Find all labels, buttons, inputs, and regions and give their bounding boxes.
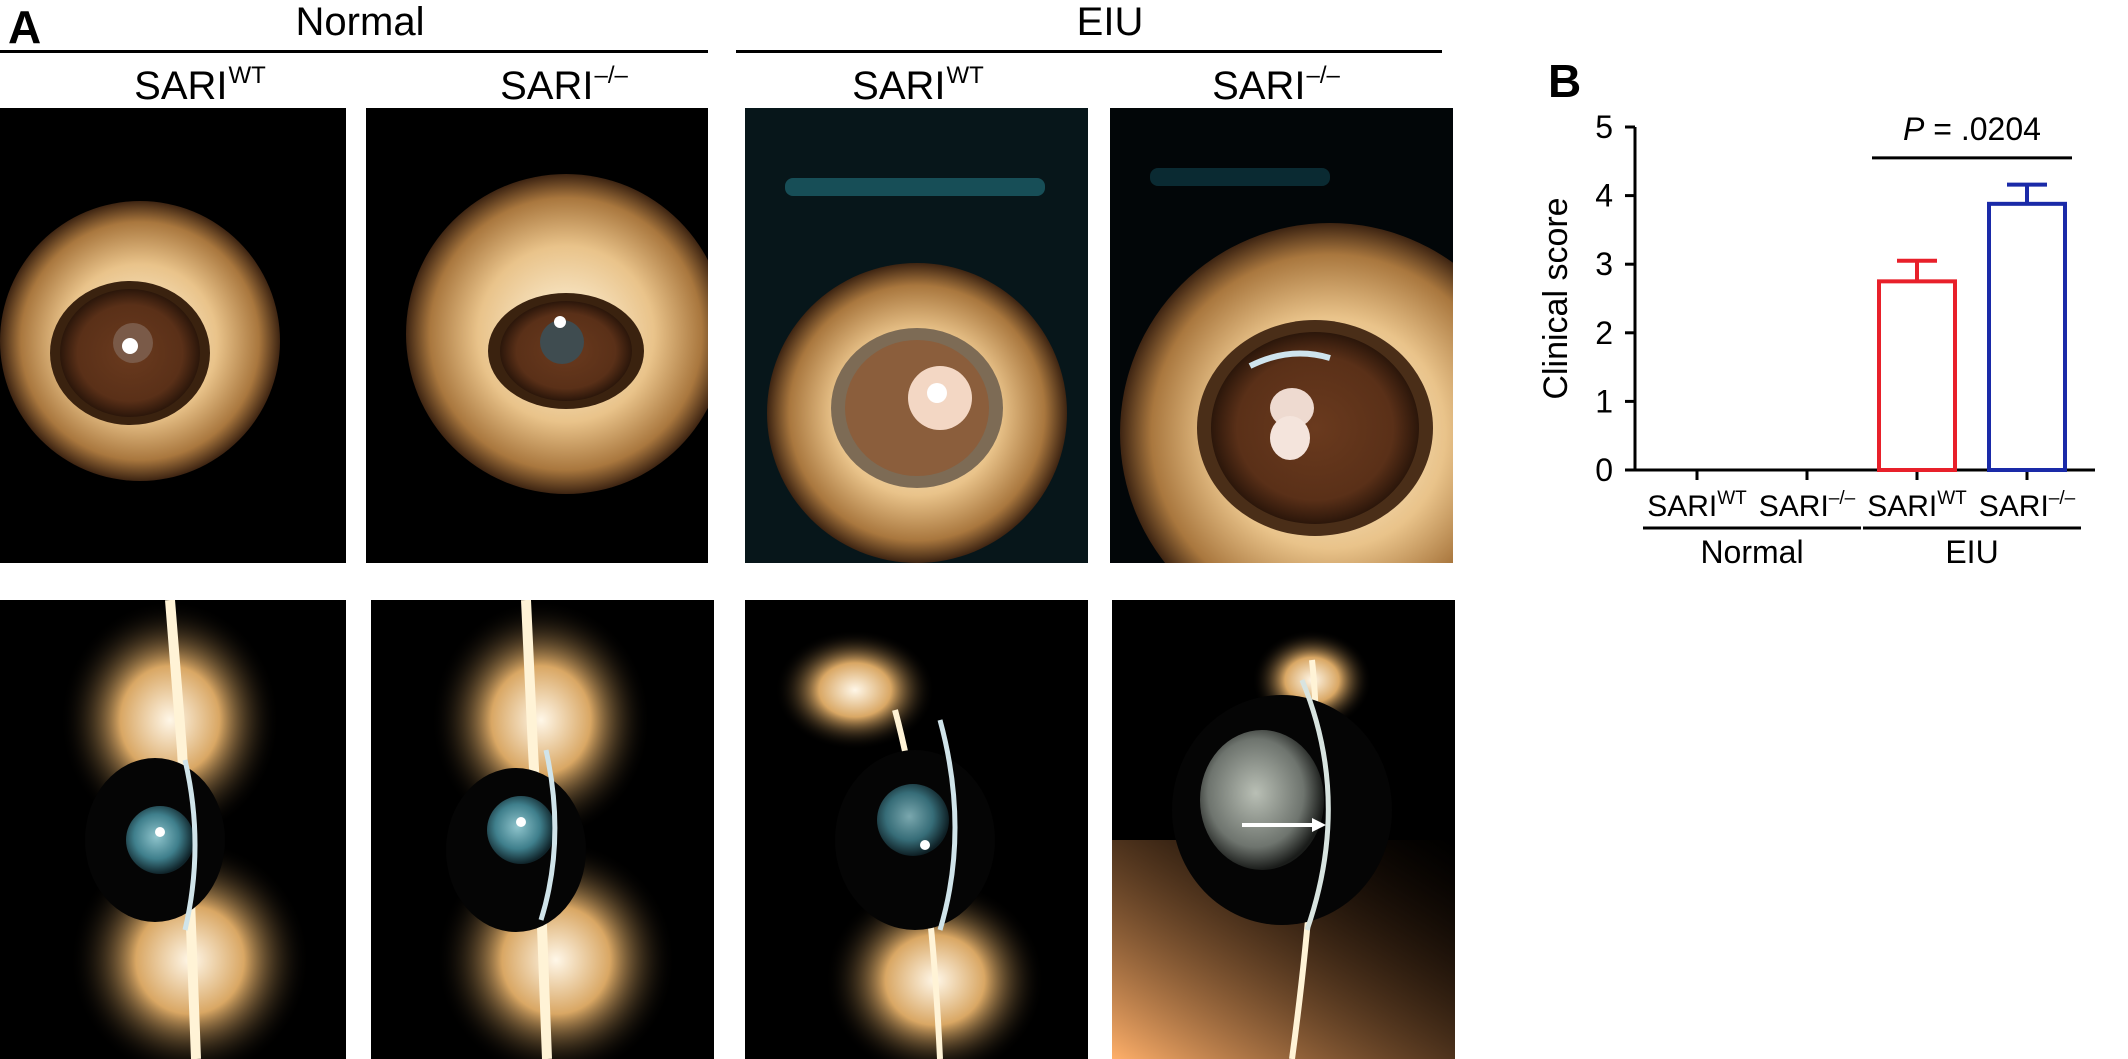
bar-2 [1877,279,1957,472]
column-title-1-sup: WT [228,62,266,89]
clinical-score-chart: 0 1 2 3 4 5 Clinical score SARIWT SARI–/– SARIWT S… [1530,52,2120,592]
arrow-head-icon [1312,818,1326,832]
group-rule-normal [0,50,708,53]
chart-svg: 0 1 2 3 4 5 Clinical score SARIWT SARI–/– SARIWT S… [1537,109,2095,570]
group-rule-eiu [736,50,1442,53]
column-title-4-sup: –/– [1306,62,1340,89]
significance-label: P = .0204 [1903,111,2041,147]
group-label-0: Normal [1700,534,1803,570]
bar-3 [1987,201,2067,472]
eye-photo-eiu-wt-front [745,108,1088,563]
eye-photo-normal-ko-side [371,600,714,1059]
column-title-1: SARIWT [60,62,340,108]
eye-photo-normal-wt-front [0,108,346,563]
panel-a-letter: A [8,1,42,53]
y-tick-label-0: 0 [1595,452,1613,488]
eye-photo-normal-ko-front [366,108,708,563]
x-tick-label-0: SARIWT [1647,488,1747,523]
x-tick-label-1: SARI–/– [1759,488,1856,523]
group-label-1: EIU [1945,534,1998,570]
y-tick-label-3: 3 [1595,246,1613,282]
eye-photo-eiu-wt-side [745,600,1088,1059]
group-title-eiu: EIU [1076,0,1144,44]
column-title-3: SARIWT [778,62,1058,108]
eye-photo-eiu-ko-side [1112,600,1455,1059]
eye-photo-eiu-ko-front [1110,108,1453,563]
y-tick-label-5: 5 [1595,109,1613,145]
column-title-2-base: SARI [500,64,594,108]
panel-b-letter: B [1548,55,1582,107]
y-tick-label-4: 4 [1595,178,1613,214]
y-axis-label: Clinical score [1537,197,1575,399]
column-title-1-base: SARI [134,64,228,108]
column-title-3-base: SARI [852,64,946,108]
column-title-2-sup: –/– [594,62,628,89]
x-tick-label-2: SARIWT [1867,488,1967,523]
column-title-3-sup: WT [946,62,984,89]
x-tick-label-3: SARI–/– [1979,488,2076,523]
group-title-normal: Normal [295,0,425,44]
column-title-2: SARI–/– [414,62,714,108]
y-tick-label-2: 2 [1595,315,1613,351]
eye-photo-normal-wt-side [0,600,346,1059]
y-tick-label-1: 1 [1595,383,1613,419]
column-title-4-base: SARI [1212,64,1306,108]
column-title-4: SARI–/– [1126,62,1426,108]
